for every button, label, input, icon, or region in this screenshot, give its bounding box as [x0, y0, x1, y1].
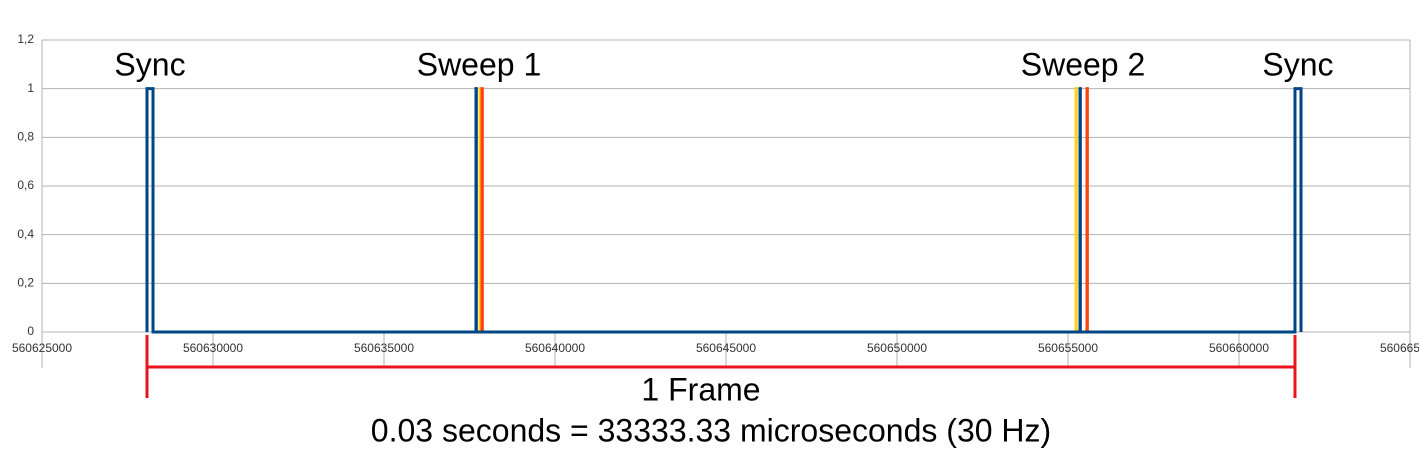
frame-label: 1 Frame [641, 371, 760, 407]
x-tick-label: 560640000 [525, 341, 585, 355]
y-tick-label: 1,2 [17, 32, 34, 46]
y-tick-label: 0 [27, 324, 34, 338]
y-tick-label: 0,4 [17, 227, 34, 241]
frame-note: 0.03 seconds = 33333.33 microseconds (30… [371, 412, 1051, 448]
x-tick-label: 560650000 [867, 341, 927, 355]
x-tick-label: 560635000 [354, 341, 414, 355]
y-tick-label: 1 [27, 81, 34, 95]
series-line [480, 87, 1089, 334]
x-tick-label: 560665000 [1380, 341, 1419, 355]
x-tick-label: 560655000 [1038, 341, 1098, 355]
annotation: Sync [114, 46, 185, 82]
x-tick-label: 560625000 [12, 341, 72, 355]
series-line [478, 87, 1078, 334]
annotation: Sweep 2 [1021, 46, 1146, 82]
y-tick-label: 0,2 [17, 276, 34, 290]
x-tick-label: 560645000 [696, 341, 756, 355]
y-tick-label: 0,8 [17, 130, 34, 144]
annotation: Sync [1262, 46, 1333, 82]
x-tick-label: 560630000 [183, 341, 243, 355]
y-tick-label: 0,6 [17, 178, 34, 192]
series-line [145, 87, 1303, 334]
annotation: Sweep 1 [417, 46, 542, 82]
x-tick-label: 560660000 [1209, 341, 1269, 355]
